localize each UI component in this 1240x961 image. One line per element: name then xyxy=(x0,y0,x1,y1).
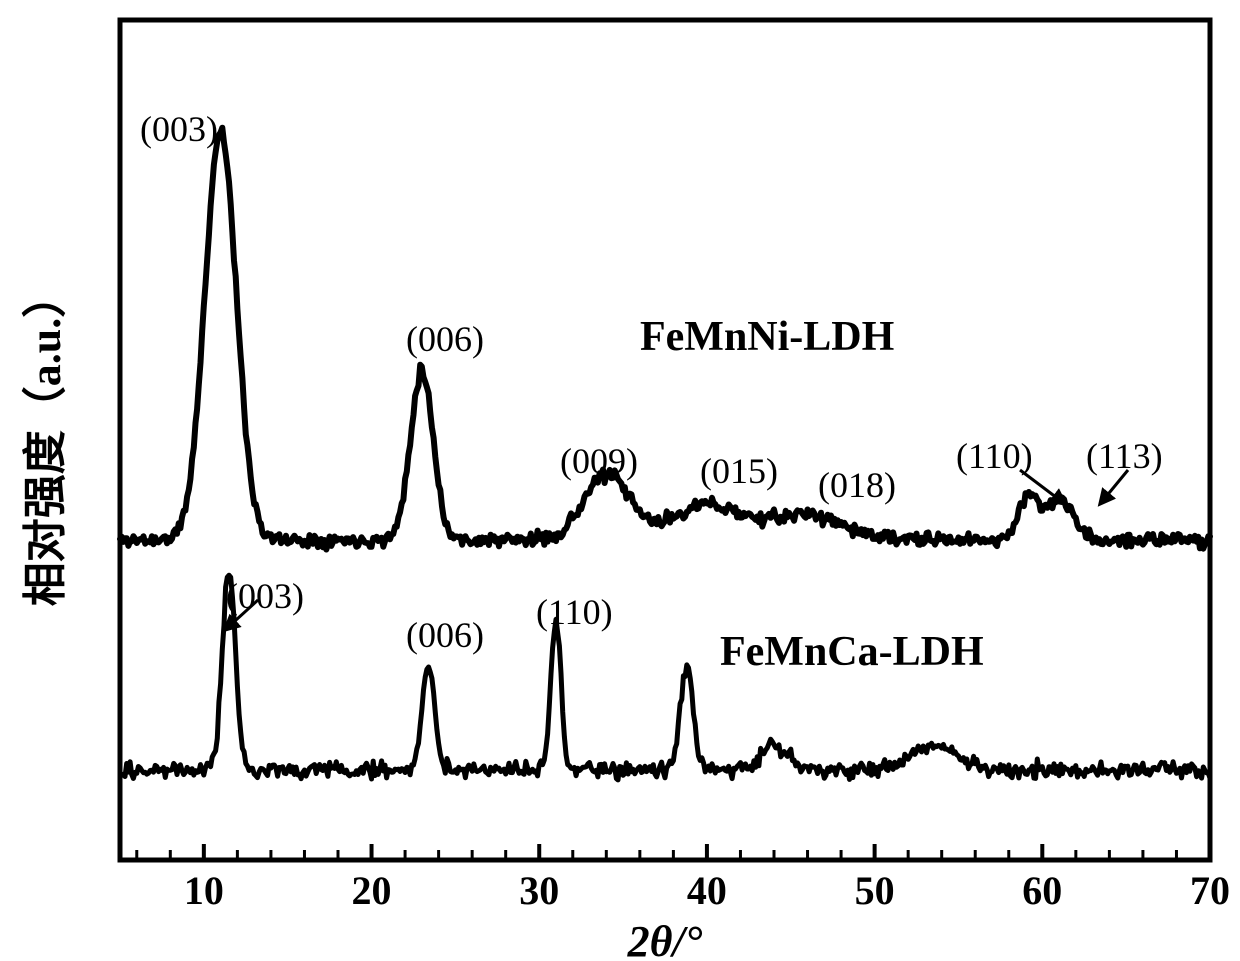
x-tick-label: 10 xyxy=(184,868,224,913)
annotation-top_name: FeMnNi-LDH xyxy=(640,313,894,361)
annotation-bot_name: FeMnCa-LDH xyxy=(720,628,984,676)
y-axis-label: 相对强度（a.u.） xyxy=(21,274,70,606)
annotation-top_110: (110) xyxy=(956,435,1033,477)
annotation-top_113: (113) xyxy=(1086,435,1163,477)
x-axis-label: 2θ/° xyxy=(627,917,703,961)
annotation-top_015: (015) xyxy=(700,450,778,492)
annotation-top_006: (006) xyxy=(406,318,484,360)
annotation-top_003: (003) xyxy=(140,108,218,150)
annotation-top_018: (018) xyxy=(818,464,896,506)
x-tick-label: 60 xyxy=(1022,868,1062,913)
annotation-top_009: (009) xyxy=(560,440,638,482)
annotation-bot_003: (003) xyxy=(226,575,304,617)
x-tick-label: 70 xyxy=(1190,868,1230,913)
x-tick-label: 30 xyxy=(519,868,559,913)
annotation-bot_006: (006) xyxy=(406,614,484,656)
x-tick-label: 20 xyxy=(352,868,392,913)
annotation-bot_110: (110) xyxy=(536,591,613,633)
x-tick-label: 40 xyxy=(687,868,727,913)
x-tick-label: 50 xyxy=(855,868,895,913)
figure-root: 10 20 30 40 50 60 70 2θ/° 相对强度（a.u.） (003) (006) F… xyxy=(0,0,1240,961)
